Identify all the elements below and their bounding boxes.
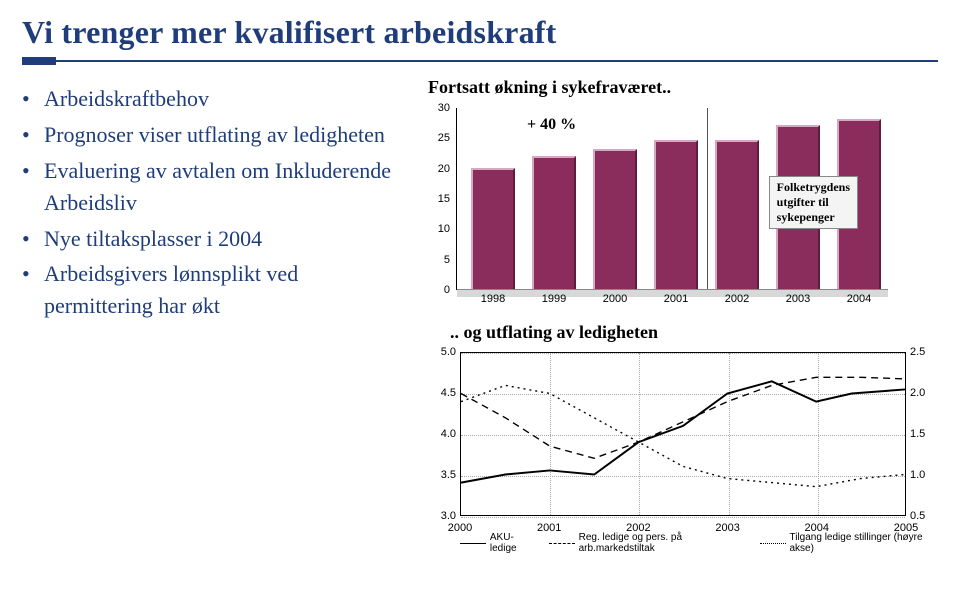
right-y-tick: 1.0 xyxy=(910,469,938,481)
left-y-tick: 4.5 xyxy=(428,387,456,399)
line-chart: 3.03.54.04.55.00.51.01.52.02.52000200120… xyxy=(428,348,938,548)
bar xyxy=(532,156,576,289)
bullet-item: Prognoser viser utflating av ledigheten xyxy=(22,119,404,151)
content-columns: Arbeidskraftbehov Prognoser viser utflat… xyxy=(22,77,938,548)
bullet-item: Arbeidskraftbehov xyxy=(22,83,404,115)
y-axis-tick: 30 xyxy=(428,102,450,114)
left-y-tick: 5.0 xyxy=(428,346,456,358)
series-line xyxy=(461,377,905,458)
bar xyxy=(471,168,515,289)
y-axis-tick: 5 xyxy=(428,254,450,266)
x-axis-tick: 2000 xyxy=(593,293,637,305)
bar-annotation: + 40 % xyxy=(527,116,576,134)
legend-item: AKU-ledige xyxy=(460,532,537,554)
right-y-tick: 2.0 xyxy=(910,387,938,399)
legend-item: Tilgang ledige stillinger (høyre akse) xyxy=(760,532,938,554)
bullet-item: Nye tiltaksplasser i 2004 xyxy=(22,223,404,255)
title-rule xyxy=(22,57,938,65)
bullet-list: Arbeidskraftbehov Prognoser viser utflat… xyxy=(22,83,404,322)
left-column: Arbeidskraftbehov Prognoser viser utflat… xyxy=(22,77,404,548)
x-axis-tick: 2001 xyxy=(654,293,698,305)
y-axis-tick: 20 xyxy=(428,163,450,175)
bar xyxy=(593,149,637,289)
x-axis-tick: 1998 xyxy=(471,293,515,305)
bar-legend-box: Folketrygdensutgifter tilsykepenger xyxy=(769,176,858,229)
right-y-tick: 2.5 xyxy=(910,346,938,358)
x-axis-tick: 2002 xyxy=(715,293,759,305)
bar xyxy=(654,140,698,289)
x-axis-tick: 1999 xyxy=(532,293,576,305)
bar-chart: 0510152025301998199920002001200220032004… xyxy=(428,108,888,308)
x-axis-tick: 2003 xyxy=(776,293,820,305)
legend-item: Reg. ledige og pers. på arb.markedstilta… xyxy=(549,532,748,554)
left-y-tick: 3.0 xyxy=(428,510,456,522)
x-axis-tick: 2004 xyxy=(837,293,881,305)
bar xyxy=(715,140,759,289)
slide: Vi trenger mer kvalifisert arbeidskraft … xyxy=(0,0,960,605)
bar-plot-area: 1998199920002001200220032004+ 40 %Folket… xyxy=(456,108,888,290)
slide-title: Vi trenger mer kvalifisert arbeidskraft xyxy=(22,14,938,51)
bullet-item: Arbeidsgivers lønnsplikt ved permitterin… xyxy=(22,258,404,322)
bar-chart-title: Fortsatt økning i sykefraværet.. xyxy=(428,77,938,98)
right-y-tick: 1.5 xyxy=(910,428,938,440)
y-axis-tick: 0 xyxy=(428,284,450,296)
right-y-tick: 0.5 xyxy=(910,510,938,522)
line-plot-area xyxy=(460,352,906,516)
left-y-tick: 3.5 xyxy=(428,469,456,481)
left-y-tick: 4.0 xyxy=(428,428,456,440)
line-chart-legend: AKU-ledige Reg. ledige og pers. på arb.ma… xyxy=(460,532,938,554)
right-column: Fortsatt økning i sykefraværet.. 0 5 10 15 2… xyxy=(428,77,938,548)
y-axis-tick: 15 xyxy=(428,193,450,205)
line-chart-title: .. og utflating av ledigheten xyxy=(450,322,938,343)
series-line xyxy=(461,385,905,486)
y-axis-tick: 25 xyxy=(428,132,450,144)
y-axis-tick: 10 xyxy=(428,223,450,235)
bullet-item: Evaluering av avtalen om Inkluderende Ar… xyxy=(22,155,404,219)
